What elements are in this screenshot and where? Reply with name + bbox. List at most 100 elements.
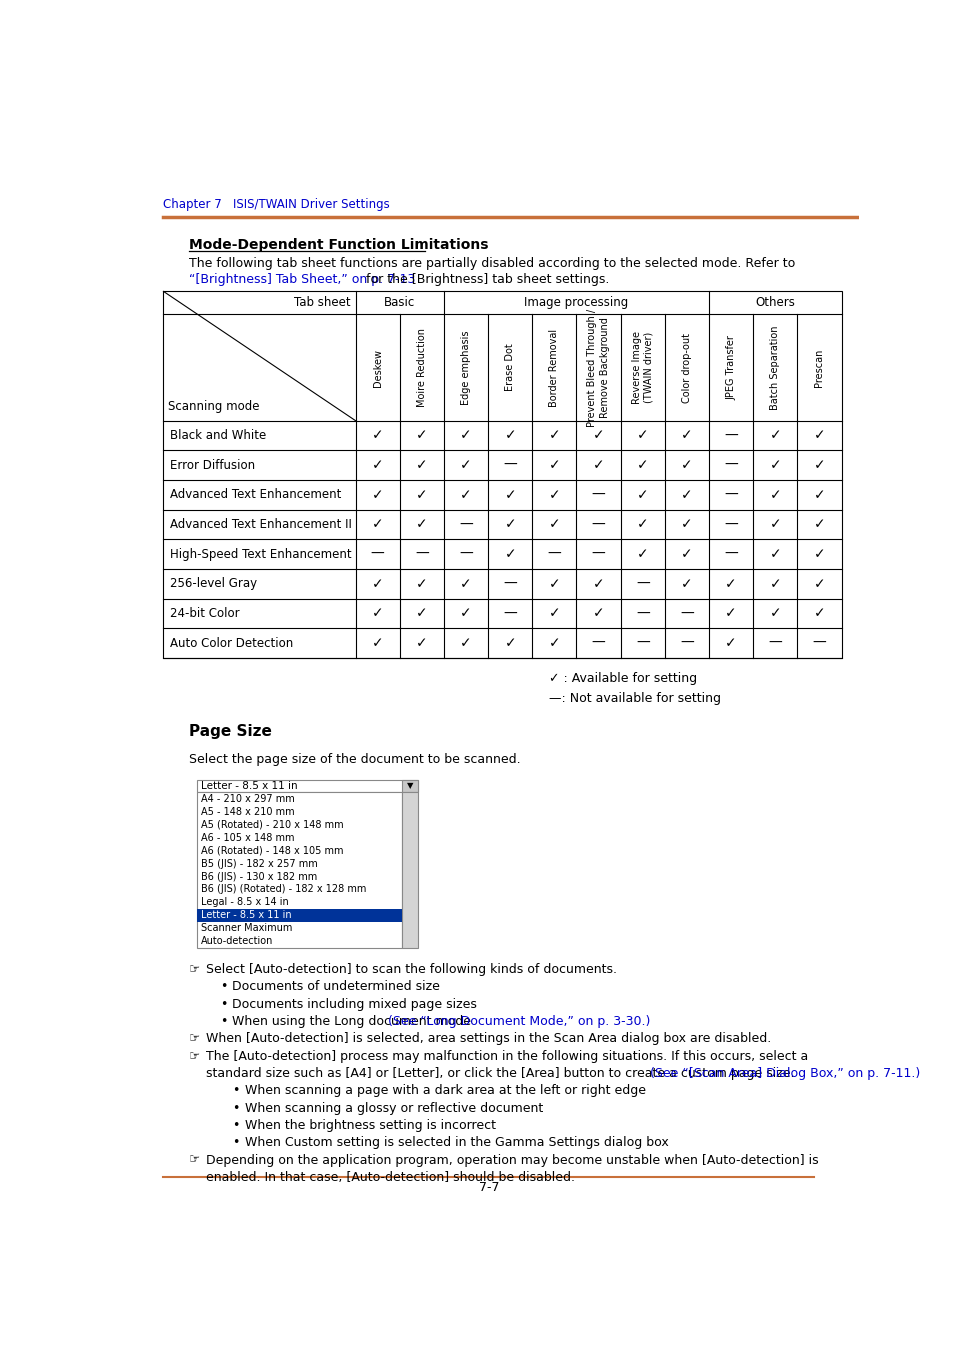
Text: Deskew: Deskew <box>373 348 382 386</box>
Text: B5 (JIS) - 182 x 257 mm: B5 (JIS) - 182 x 257 mm <box>200 859 317 868</box>
Text: ✓: ✓ <box>372 576 383 591</box>
Text: A5 - 148 x 210 mm: A5 - 148 x 210 mm <box>200 807 294 817</box>
Text: The following tab sheet functions are partially disabled according to the select: The following tab sheet functions are pa… <box>189 256 795 270</box>
Text: Black and White: Black and White <box>170 429 266 441</box>
Text: ☞: ☞ <box>189 1033 200 1045</box>
Text: Select [Auto-detection] to scan the following kinds of documents.: Select [Auto-detection] to scan the foll… <box>206 963 617 976</box>
Text: ✓: ✓ <box>504 428 516 443</box>
Text: ✓: ✓ <box>548 606 559 621</box>
Text: Documents of undetermined size: Documents of undetermined size <box>233 980 440 994</box>
Bar <box>402 779 417 792</box>
Text: —: Not available for setting: —: Not available for setting <box>549 691 720 705</box>
Text: A4 - 210 x 297 mm: A4 - 210 x 297 mm <box>200 794 294 805</box>
Text: —: — <box>371 547 384 562</box>
Text: —: — <box>812 636 825 651</box>
Text: Select the page size of the document to be scanned.: Select the page size of the document to … <box>189 753 520 767</box>
Text: ✓: ✓ <box>680 428 692 443</box>
Text: Prevent Bleed Through /
Remove Background: Prevent Bleed Through / Remove Backgroun… <box>587 309 609 427</box>
Text: Legal - 8.5 x 14 in: Legal - 8.5 x 14 in <box>200 898 288 907</box>
Text: ✓: ✓ <box>548 576 559 591</box>
Text: When scanning a page with a dark area at the left or right edge: When scanning a page with a dark area at… <box>245 1084 645 1098</box>
Text: ✓: ✓ <box>724 576 736 591</box>
Text: ✓: ✓ <box>416 458 427 472</box>
Text: ✓: ✓ <box>416 576 427 591</box>
Text: A6 - 105 x 148 mm: A6 - 105 x 148 mm <box>200 833 294 842</box>
Text: ✓: ✓ <box>372 428 383 443</box>
Text: When [Auto-detection] is selected, area settings in the Scan Area dialog box are: When [Auto-detection] is selected, area … <box>206 1033 770 1045</box>
Text: Advanced Text Enhancement II: Advanced Text Enhancement II <box>170 518 351 531</box>
Text: —: — <box>591 636 605 651</box>
Text: ✓: ✓ <box>724 636 736 651</box>
Text: ☞: ☞ <box>189 1050 200 1062</box>
Text: ✓: ✓ <box>637 517 648 532</box>
Text: •: • <box>233 1102 239 1115</box>
Text: ✓: ✓ <box>592 606 604 621</box>
Text: ✓: ✓ <box>813 576 824 591</box>
Text: —: — <box>636 606 649 621</box>
Text: High-Speed Text Enhancement: High-Speed Text Enhancement <box>170 548 351 560</box>
Text: Mode-Dependent Function Limitations: Mode-Dependent Function Limitations <box>189 238 488 252</box>
Bar <box>196 792 402 948</box>
Text: —: — <box>503 576 517 591</box>
Text: Auto Color Detection: Auto Color Detection <box>170 637 293 649</box>
Text: Tab sheet: Tab sheet <box>294 297 350 309</box>
Text: ▼: ▼ <box>406 782 413 791</box>
Text: ✓: ✓ <box>813 517 824 532</box>
Text: Edge emphasis: Edge emphasis <box>460 331 471 405</box>
Text: Error Diffusion: Error Diffusion <box>170 459 254 471</box>
Text: ✓: ✓ <box>416 636 427 651</box>
Text: ✓: ✓ <box>637 458 648 472</box>
Text: —: — <box>679 636 693 651</box>
Text: ✓: ✓ <box>592 576 604 591</box>
Text: —: — <box>723 517 738 532</box>
Text: ✓: ✓ <box>769 517 781 532</box>
Text: Depending on the application program, operation may become unstable when [Auto-d: Depending on the application program, op… <box>206 1154 818 1166</box>
Text: (See “Long Document Mode,” on p. 3-30.): (See “Long Document Mode,” on p. 3-30.) <box>388 1015 650 1029</box>
Text: A5 (Rotated) - 210 x 148 mm: A5 (Rotated) - 210 x 148 mm <box>200 819 343 830</box>
Text: —: — <box>591 547 605 562</box>
Text: Reverse Image
(TWAIN driver): Reverse Image (TWAIN driver) <box>631 331 653 404</box>
Text: When the brightness setting is incorrect: When the brightness setting is incorrect <box>245 1119 496 1133</box>
Text: Scanning mode: Scanning mode <box>168 400 259 413</box>
Text: ✓: ✓ <box>372 458 383 472</box>
Text: Page Size: Page Size <box>189 724 272 738</box>
Text: —: — <box>591 487 605 502</box>
Text: Erase Dot: Erase Dot <box>505 344 515 391</box>
Text: ✓: ✓ <box>769 576 781 591</box>
Text: ✓: ✓ <box>504 517 516 532</box>
Text: ✓: ✓ <box>680 487 692 502</box>
Text: B6 (JIS) - 130 x 182 mm: B6 (JIS) - 130 x 182 mm <box>200 872 316 882</box>
Text: ✓: ✓ <box>724 606 736 621</box>
Text: ✓: ✓ <box>637 547 648 562</box>
Text: ✓: ✓ <box>637 487 648 502</box>
Text: ✓: ✓ <box>548 487 559 502</box>
Text: ✓: ✓ <box>769 487 781 502</box>
Text: ✓: ✓ <box>769 606 781 621</box>
Text: —: — <box>723 458 738 472</box>
Text: ✓: ✓ <box>459 458 472 472</box>
Text: ✓: ✓ <box>372 606 383 621</box>
Text: •: • <box>233 1119 239 1133</box>
Text: Batch Separation: Batch Separation <box>769 325 780 410</box>
Text: ✓: ✓ <box>548 517 559 532</box>
Text: —: — <box>767 636 781 651</box>
Text: ✓: ✓ <box>769 458 781 472</box>
Text: ✓ : Available for setting: ✓ : Available for setting <box>549 672 697 684</box>
Text: Prescan: Prescan <box>814 348 823 387</box>
Text: —: — <box>636 576 649 591</box>
Text: ☞: ☞ <box>189 963 200 976</box>
Text: ✓: ✓ <box>592 458 604 472</box>
Text: —: — <box>503 458 517 472</box>
Text: ✓: ✓ <box>459 576 472 591</box>
Text: When Custom setting is selected in the Gamma Settings dialog box: When Custom setting is selected in the G… <box>245 1137 668 1149</box>
Text: ✓: ✓ <box>459 636 472 651</box>
Text: ✓: ✓ <box>416 517 427 532</box>
Text: Scanner Maximum: Scanner Maximum <box>200 923 292 933</box>
Text: ✓: ✓ <box>504 487 516 502</box>
Text: —: — <box>723 428 738 443</box>
Text: “[Brightness] Tab Sheet,” on p. 7-13: “[Brightness] Tab Sheet,” on p. 7-13 <box>189 273 415 286</box>
Text: Image processing: Image processing <box>524 297 628 309</box>
Text: for the [Brightness] tab sheet settings.: for the [Brightness] tab sheet settings. <box>361 273 609 286</box>
Text: Letter - 8.5 x 11 in: Letter - 8.5 x 11 in <box>200 782 297 791</box>
Text: B6 (JIS) (Rotated) - 182 x 128 mm: B6 (JIS) (Rotated) - 182 x 128 mm <box>200 884 366 895</box>
